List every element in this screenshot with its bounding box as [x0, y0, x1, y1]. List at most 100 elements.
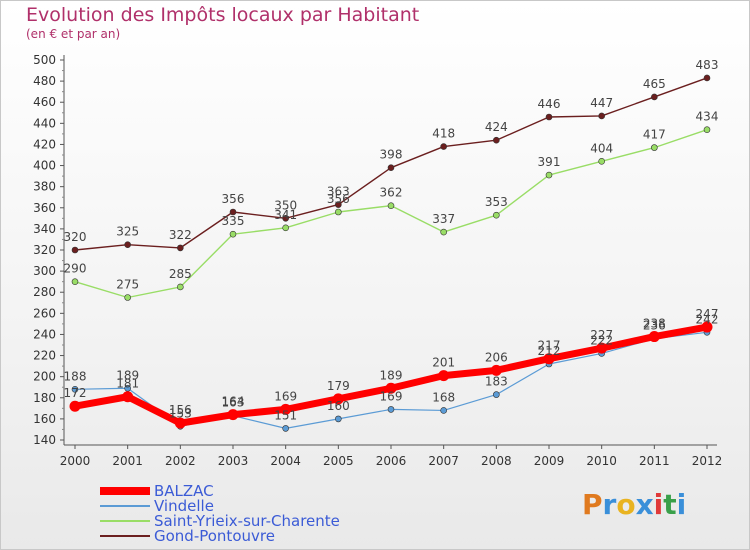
data-label: 337: [432, 212, 455, 226]
legend-swatch: [100, 505, 150, 507]
data-label: 465: [643, 77, 666, 91]
y-tick-label: 280: [33, 285, 56, 299]
data-point: [598, 112, 605, 120]
data-label: 238: [643, 317, 666, 331]
data-point: [387, 202, 395, 209]
data-point: [490, 364, 502, 376]
data-label: 222: [590, 333, 613, 347]
data-label: 236: [643, 319, 666, 333]
data-label: 290: [64, 262, 87, 276]
x-tick-label: 2005: [323, 454, 354, 468]
x-tick-label: 2000: [60, 454, 91, 468]
data-point: [282, 425, 289, 432]
data-point: [71, 246, 79, 254]
data-label: 169: [380, 389, 403, 403]
x-tick-label: 2011: [639, 454, 670, 468]
x-tick-label: 2007: [428, 454, 459, 468]
data-point: [493, 136, 500, 144]
proxiti-logo: Proxiti: [582, 488, 686, 521]
data-point: [440, 143, 447, 150]
data-point: [440, 228, 447, 236]
data-label: 363: [327, 185, 350, 199]
data-point: [124, 294, 131, 301]
data-label: 189: [116, 368, 139, 382]
logo-letter: o: [616, 488, 636, 521]
data-label: 285: [169, 267, 192, 281]
data-label: 325: [116, 225, 139, 239]
data-label: 169: [274, 389, 297, 403]
legend-swatch: [100, 520, 150, 522]
data-point: [596, 342, 608, 354]
data-label: 404: [590, 141, 613, 155]
y-tick-label: 220: [33, 349, 56, 363]
data-label: 179: [327, 379, 350, 393]
data-point: [174, 417, 186, 429]
x-tick-label: 2004: [270, 454, 301, 468]
data-point: [282, 224, 289, 232]
data-point: [335, 208, 342, 216]
data-label: 356: [327, 192, 350, 206]
y-tick-label: 160: [33, 412, 56, 426]
data-label: 434: [696, 110, 719, 124]
data-label: 163: [222, 396, 245, 410]
data-label: 320: [64, 230, 87, 244]
data-label: 424: [485, 120, 508, 134]
data-point: [229, 208, 237, 216]
x-tick-label: 2001: [112, 454, 143, 468]
x-tick-label: 2012: [692, 454, 723, 468]
data-point: [598, 158, 605, 165]
data-point: [648, 331, 660, 343]
data-point: [69, 400, 81, 412]
data-label: 417: [643, 128, 666, 142]
data-point: [71, 278, 79, 285]
data-point: [703, 74, 711, 82]
data-point: [493, 211, 500, 219]
data-point: [385, 382, 397, 394]
data-label: 183: [485, 375, 508, 389]
logo-letter: i: [676, 488, 687, 521]
x-tick-label: 2008: [481, 454, 512, 468]
y-tick-label: 380: [33, 180, 56, 194]
data-label: 156: [169, 403, 192, 417]
data-point: [177, 244, 184, 252]
legend-label: Saint-Yrieix-sur-Charente: [154, 512, 340, 530]
data-label: 447: [590, 96, 613, 110]
data-point: [71, 386, 79, 393]
data-label: 353: [485, 195, 508, 209]
data-label: 350: [274, 198, 297, 212]
y-tick-label: 460: [33, 95, 56, 109]
x-tick-label: 2006: [376, 454, 407, 468]
data-label: 188: [64, 369, 87, 383]
data-point: [335, 415, 342, 423]
data-point: [335, 201, 342, 208]
legend-label: Vindelle: [154, 497, 214, 515]
y-tick-label: 260: [33, 306, 56, 320]
x-tick-label: 2010: [586, 454, 617, 468]
data-label: 242: [696, 312, 719, 326]
y-tick-label: 140: [33, 433, 56, 447]
logo-letter: r: [602, 488, 617, 521]
x-tick-label: 2009: [534, 454, 565, 468]
data-point: [332, 393, 344, 405]
data-point: [651, 144, 658, 151]
data-point: [177, 283, 184, 291]
logo-letter: P: [582, 488, 603, 521]
data-label: 446: [538, 97, 561, 111]
data-label: 362: [380, 186, 403, 200]
y-tick-label: 400: [33, 159, 56, 173]
data-label: 217: [538, 339, 561, 353]
data-point: [701, 321, 713, 333]
data-point: [545, 171, 553, 179]
chart-subtitle: (en € et par an): [26, 27, 121, 41]
data-label: 164: [222, 395, 245, 409]
data-point: [229, 230, 237, 238]
y-tick-label: 360: [33, 201, 56, 215]
data-point: [651, 93, 658, 101]
legend-label: BALZAC: [154, 482, 214, 500]
data-point: [122, 391, 134, 403]
legend-swatch: [100, 535, 150, 537]
data-label: 398: [380, 148, 403, 162]
data-label: 418: [432, 127, 455, 141]
